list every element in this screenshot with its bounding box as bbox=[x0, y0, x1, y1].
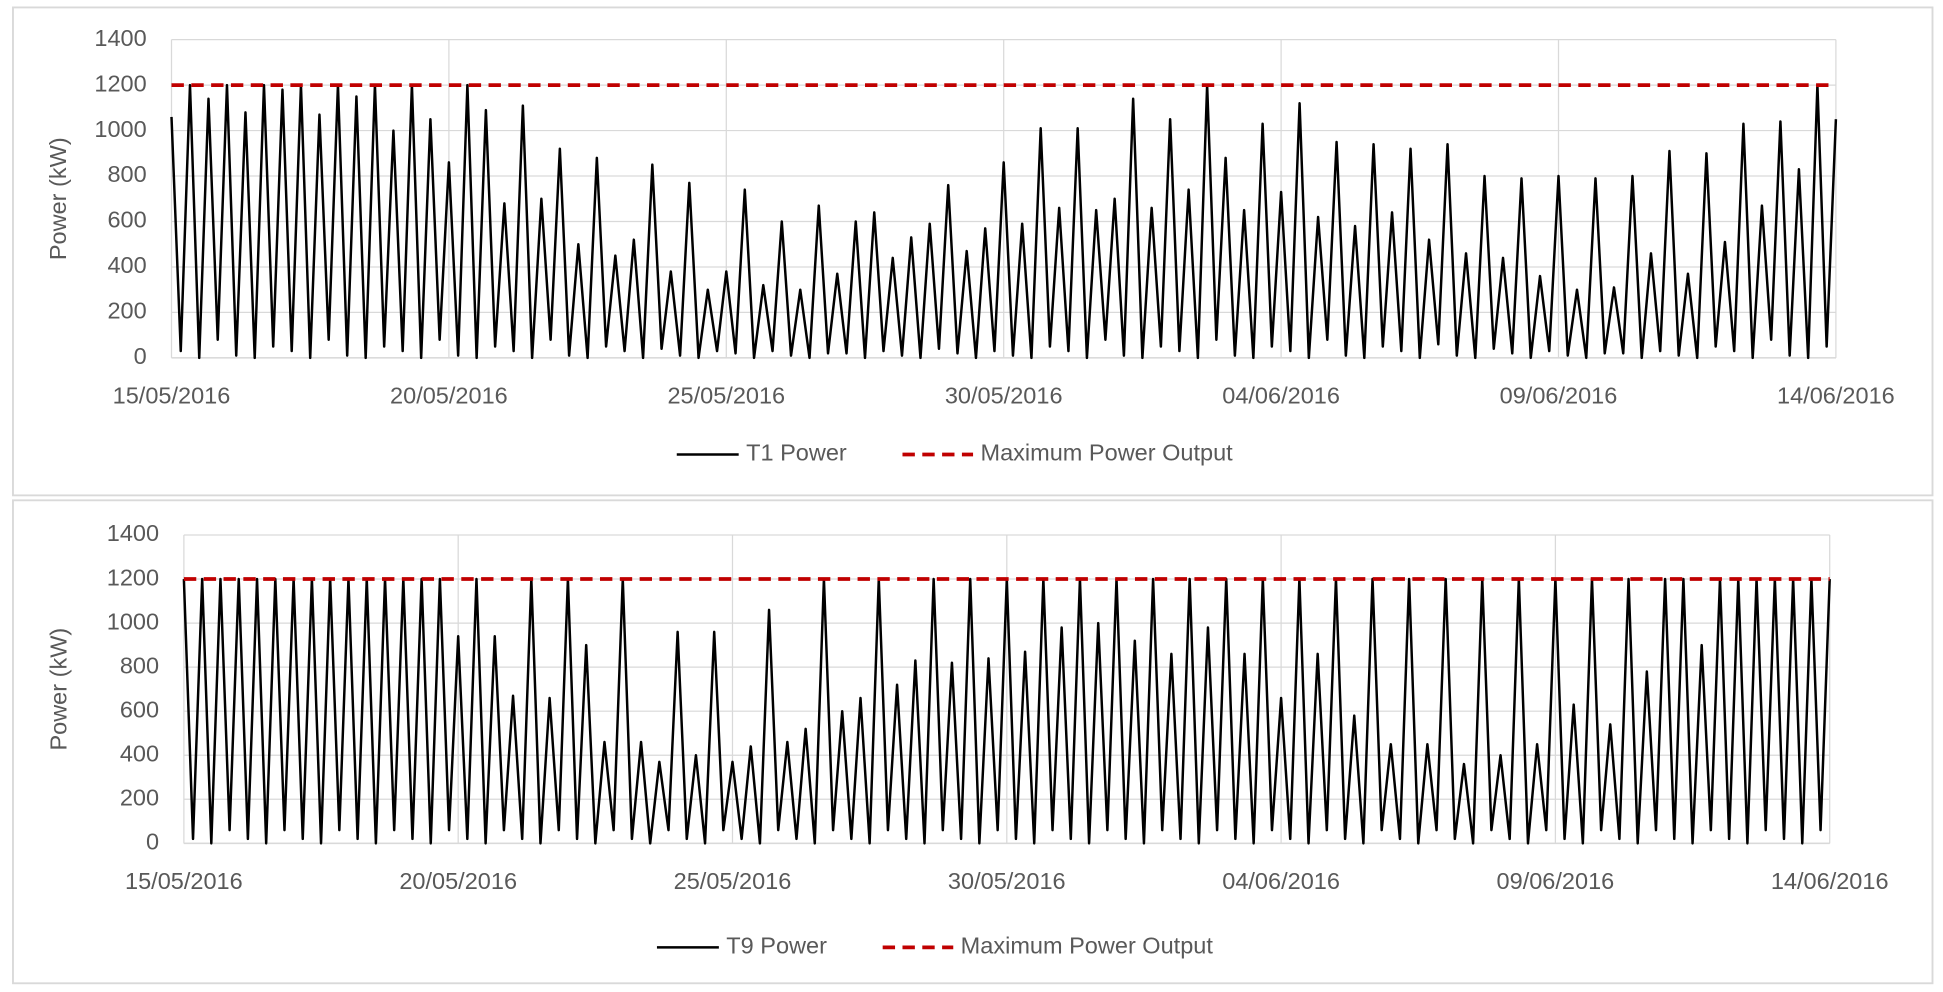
y-tick-label: 1200 bbox=[94, 70, 146, 96]
legend-label: Maximum Power Output bbox=[961, 933, 1214, 959]
x-tick-label: 30/05/2016 bbox=[945, 383, 1063, 409]
x-tick-label: 04/06/2016 bbox=[1222, 868, 1340, 894]
y-axis-label: Power (kW) bbox=[45, 628, 71, 751]
x-tick-label: 04/06/2016 bbox=[1222, 383, 1340, 409]
x-tick-label: 14/06/2016 bbox=[1777, 383, 1895, 409]
x-tick-label: 15/05/2016 bbox=[125, 868, 243, 894]
x-tick-label: 15/05/2016 bbox=[113, 383, 231, 409]
y-tick-label: 1400 bbox=[107, 520, 159, 546]
x-tick-label: 20/05/2016 bbox=[399, 868, 517, 894]
y-tick-label: 1000 bbox=[94, 116, 146, 142]
panel bbox=[12, 6, 1934, 497]
y-tick-label: 800 bbox=[120, 652, 159, 678]
legend-label: T9 Power bbox=[726, 933, 827, 959]
y-axis-label: Power (kW) bbox=[45, 137, 71, 260]
x-tick-label: 30/05/2016 bbox=[948, 868, 1066, 894]
y-tick-label: 600 bbox=[120, 696, 159, 722]
y-tick-label: 400 bbox=[107, 252, 146, 278]
y-tick-label: 800 bbox=[107, 161, 146, 187]
panel bbox=[12, 499, 1934, 985]
legend-label: T1 Power bbox=[746, 440, 847, 466]
y-tick-label: 0 bbox=[134, 343, 147, 369]
y-tick-label: 200 bbox=[107, 298, 146, 324]
y-tick-label: 200 bbox=[120, 785, 159, 811]
x-tick-label: 09/06/2016 bbox=[1500, 383, 1618, 409]
x-tick-label: 25/05/2016 bbox=[667, 383, 785, 409]
y-tick-label: 1000 bbox=[107, 608, 159, 634]
x-tick-label: 25/05/2016 bbox=[674, 868, 792, 894]
x-tick-label: 09/06/2016 bbox=[1497, 868, 1615, 894]
x-tick-label: 20/05/2016 bbox=[390, 383, 508, 409]
y-tick-label: 400 bbox=[120, 740, 159, 766]
y-tick-label: 0 bbox=[146, 829, 159, 855]
x-tick-label: 14/06/2016 bbox=[1771, 868, 1889, 894]
data-line bbox=[170, 83, 1838, 360]
legend-label: Maximum Power Output bbox=[980, 440, 1233, 466]
y-tick-label: 1400 bbox=[94, 25, 146, 51]
y-tick-label: 1200 bbox=[107, 564, 159, 590]
y-tick-label: 600 bbox=[107, 207, 146, 233]
